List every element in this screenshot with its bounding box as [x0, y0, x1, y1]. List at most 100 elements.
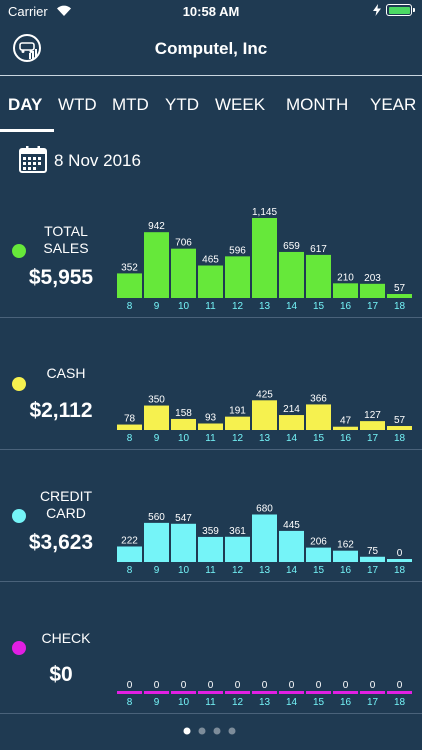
cash-legend-dot	[12, 377, 26, 391]
bar-value-label: 350	[148, 395, 165, 406]
bar-12	[225, 416, 250, 430]
bar-12	[225, 536, 250, 562]
x-tick-label: 12	[232, 301, 244, 312]
carrier-label: Carrier	[8, 4, 48, 19]
bar-17	[360, 421, 385, 430]
x-tick-label: 11	[205, 697, 216, 708]
page-dot[interactable]	[198, 727, 206, 735]
bar-12	[225, 691, 250, 694]
x-tick-label: 17	[367, 301, 379, 312]
credit-card-label: CREDIT CARD	[39, 488, 93, 521]
bar-value-label: 596	[229, 245, 246, 256]
company-logo-icon[interactable]	[12, 33, 42, 63]
x-tick-label: 8	[127, 433, 133, 444]
bar-value-label: 361	[229, 526, 246, 537]
bar-value-label: 1,145	[252, 207, 277, 218]
page-dot[interactable]	[213, 727, 221, 735]
calendar-icon[interactable]	[18, 144, 48, 174]
tab-ytd[interactable]: YTD	[165, 95, 199, 114]
bar-16	[333, 283, 358, 298]
bar-value-label: 366	[310, 393, 327, 404]
x-tick-label: 13	[259, 565, 271, 576]
page-title: Computel, Inc	[154, 39, 268, 58]
bar-value-label: 158	[175, 408, 192, 419]
x-tick-label: 12	[232, 433, 244, 444]
bar-value-label: 47	[340, 416, 352, 427]
bar-value-label: 0	[397, 548, 403, 559]
credit-card-amount: $3,623	[28, 531, 94, 554]
bar-11	[198, 265, 223, 298]
bar-9	[144, 232, 169, 298]
bar-18	[387, 559, 412, 562]
x-tick-label: 18	[394, 301, 406, 312]
x-tick-label: 13	[259, 301, 271, 312]
x-tick-label: 11	[205, 433, 216, 444]
x-tick-label: 14	[286, 301, 298, 312]
check-chart: 0 8 0 9 0 10 0 11 0 12 0 13 0 14 0 15 0 16 0 17 0 18	[117, 680, 412, 708]
x-tick-label: 13	[259, 697, 271, 708]
x-tick-label: 10	[178, 565, 190, 576]
bar-17	[360, 283, 385, 298]
bar-value-label: 127	[364, 410, 381, 421]
selected-date[interactable]: 8 Nov 2016	[54, 151, 141, 170]
bar-value-label: 78	[124, 414, 136, 425]
tab-week[interactable]: WEEK	[215, 95, 266, 114]
total-sales-label: TOTAL SALES	[43, 223, 89, 256]
x-tick-label: 9	[154, 433, 160, 444]
bar-value-label: 0	[289, 680, 295, 691]
tab-year[interactable]: YEAR	[370, 95, 417, 114]
x-tick-label: 10	[178, 301, 190, 312]
page-dot[interactable]	[228, 727, 236, 735]
cash-amount: $2,112	[29, 399, 93, 422]
tab-mtd[interactable]: MTD	[112, 95, 149, 114]
bar-value-label: 942	[148, 221, 165, 232]
bar-15	[306, 691, 331, 694]
bar-14	[279, 251, 304, 298]
x-tick-label: 15	[313, 697, 325, 708]
credit-card-chart: 222 8 560 9 547 10 359 11 361 12 680 13 445 14 206 15 16…	[117, 503, 412, 576]
bar-13	[252, 514, 277, 562]
credit-card-section: CREDIT CARD $3,623 222 8 560 9 547 10 359 11 361…	[0, 450, 422, 582]
tab-month[interactable]: MONTH	[286, 95, 349, 114]
check-label: CHECK	[41, 630, 91, 646]
bar-value-label: 203	[364, 273, 381, 284]
x-tick-label: 8	[127, 565, 133, 576]
bar-value-label: 206	[310, 537, 327, 548]
x-tick-label: 8	[127, 697, 133, 708]
bar-17	[360, 691, 385, 694]
bar-value-label: 352	[121, 262, 138, 273]
x-tick-label: 16	[340, 697, 352, 708]
bar-value-label: 0	[181, 680, 187, 691]
bar-value-label: 359	[202, 526, 219, 537]
bar-value-label: 547	[175, 513, 192, 524]
page-dot[interactable]	[183, 727, 191, 735]
bar-value-label: 57	[394, 415, 406, 426]
bar-value-label: 560	[148, 512, 165, 523]
navigation-bar: Computel, Inc	[0, 22, 422, 76]
total-sales-amount: $5,955	[28, 266, 94, 289]
bar-value-label: 0	[235, 680, 241, 691]
x-tick-label: 17	[367, 433, 379, 444]
cash-chart: 78 8 350 9 158 10 93 11 191 12 425 13 214 14 366 15 47 16…	[117, 389, 412, 444]
bar-10	[171, 691, 196, 694]
wifi-icon	[57, 5, 71, 16]
bar-14	[279, 530, 304, 562]
x-tick-label: 14	[286, 697, 298, 708]
tab-day[interactable]: DAY	[8, 95, 43, 114]
x-tick-label: 16	[340, 433, 352, 444]
bar-10	[171, 248, 196, 298]
check-amount: $0	[49, 663, 73, 686]
x-tick-label: 10	[178, 433, 190, 444]
page-indicator[interactable]	[0, 723, 422, 739]
x-tick-label: 17	[367, 565, 379, 576]
bar-value-label: 0	[154, 680, 160, 691]
tab-wtd[interactable]: WTD	[58, 95, 97, 114]
x-tick-label: 18	[394, 565, 406, 576]
bar-value-label: 0	[316, 680, 322, 691]
x-tick-label: 14	[286, 565, 298, 576]
bar-value-label: 617	[310, 244, 327, 255]
bar-value-label: 75	[367, 546, 379, 557]
bar-value-label: 465	[202, 255, 219, 266]
bar-value-label: 93	[205, 413, 217, 424]
bar-16	[333, 550, 358, 562]
